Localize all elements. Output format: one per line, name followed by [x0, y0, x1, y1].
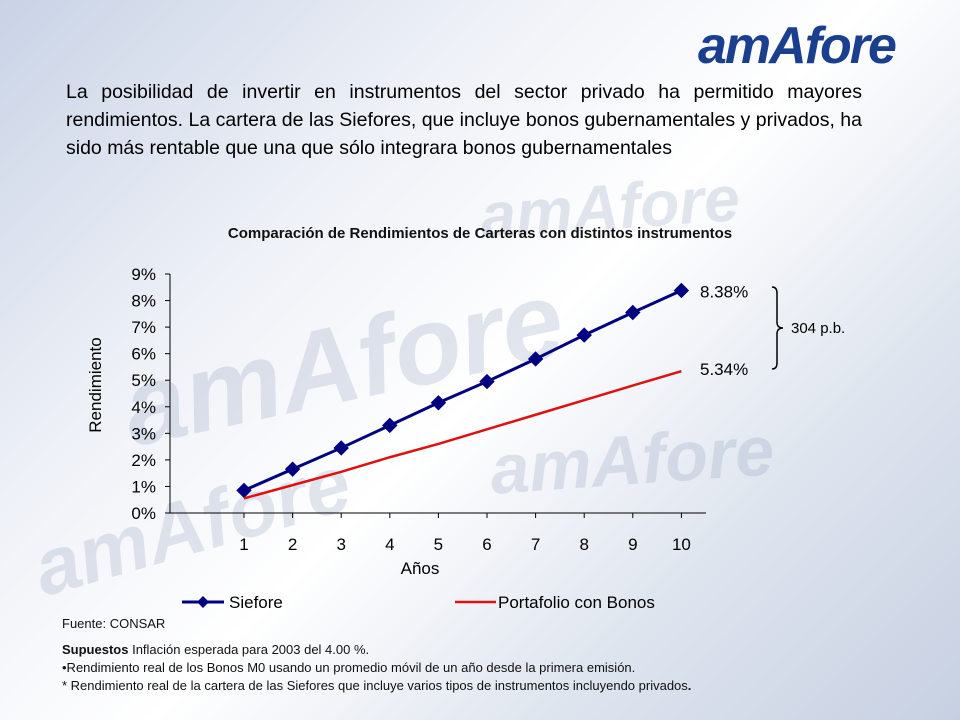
- note-siefores: * Rendimiento real de la cartera de las …: [62, 677, 691, 695]
- y-tick-label: 8%: [131, 292, 156, 311]
- siefore-point: [236, 482, 252, 499]
- legend-marker-siefore: [197, 596, 209, 608]
- spread-bracket: [771, 286, 784, 370]
- siefore-point: [576, 327, 592, 343]
- siefore-point: [673, 282, 690, 299]
- x-tick-label: 1: [239, 535, 248, 554]
- x-tick-label: 6: [482, 535, 491, 554]
- x-tick-label: 9: [628, 535, 637, 554]
- source-note: Fuente: CONSAR: [62, 616, 166, 631]
- x-tick-label: 7: [531, 535, 540, 554]
- note-siefores-text: * Rendimiento real de la cartera de las …: [62, 678, 688, 693]
- y-axis-label: Rendimiento: [86, 337, 105, 432]
- y-tick-label: 2%: [131, 451, 156, 470]
- note-supuestos-label: Supuestos: [62, 642, 129, 657]
- series-line-siefore: [243, 289, 683, 492]
- end-label-portafolio: 5.34%: [700, 360, 748, 379]
- x-tick-label: 2: [288, 535, 297, 554]
- legend-label-siefore: Siefore: [229, 593, 283, 612]
- y-tick-label: 7%: [131, 318, 156, 337]
- y-tick-label: 4%: [131, 398, 156, 417]
- y-tick-label: 3%: [131, 424, 156, 443]
- legend-label-portafolio: Portafolio con Bonos: [498, 593, 655, 612]
- x-tick-label: 10: [672, 535, 691, 554]
- y-tick-label: 5%: [131, 371, 156, 390]
- y-tick-label: 9%: [131, 265, 156, 284]
- y-tick-label: 6%: [131, 345, 156, 364]
- footnotes: Supuestos Inflación esperada para 2003 d…: [62, 641, 691, 695]
- note-bonos: •Rendimiento real de los Bonos M0 usando…: [62, 660, 636, 675]
- x-axis-label: Años: [401, 559, 440, 578]
- spread-label: 304 p.b.: [791, 320, 845, 337]
- siefore-point: [430, 395, 447, 411]
- x-tick-label: 8: [579, 535, 588, 554]
- note-supuestos: Supuestos Inflación esperada para 2003 d…: [62, 641, 691, 659]
- y-tick-label: 1%: [131, 477, 156, 496]
- siefore-point: [333, 440, 349, 456]
- siefore-point: [479, 373, 495, 390]
- x-tick-label: 5: [434, 535, 443, 554]
- note-supuestos-text: Inflación esperada para 2003 del 4.00 %.: [128, 642, 370, 657]
- intro-paragraph: La posibilidad de invertir en instrument…: [66, 81, 862, 159]
- y-tick-label: 0%: [131, 504, 156, 523]
- siefore-point: [625, 304, 641, 321]
- series-line-portafolio: [243, 369, 682, 500]
- end-label-siefore: 8.38%: [700, 282, 748, 301]
- note-siefores-end: .: [687, 678, 692, 693]
- chart-title: Comparación de Rendimientos de Carteras …: [227, 225, 733, 242]
- siefore-point: [382, 417, 398, 434]
- x-tick-label: 3: [336, 535, 345, 554]
- siefore-point: [284, 461, 301, 477]
- x-tick-label: 4: [385, 535, 394, 554]
- siefore-point: [527, 351, 544, 367]
- amafore-logo: amAfore: [698, 17, 897, 75]
